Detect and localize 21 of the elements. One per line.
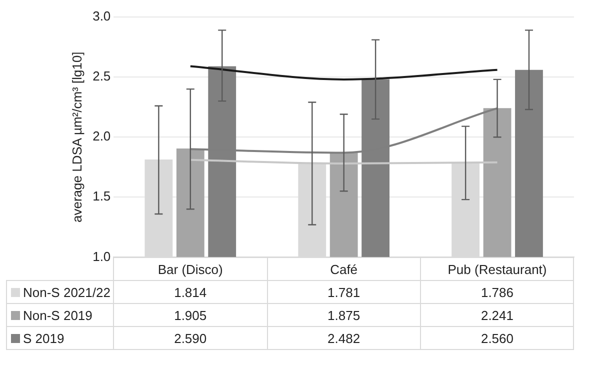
legend-label: Non-S 2021/22	[6, 280, 114, 304]
y-tick-label: 1.5	[92, 188, 111, 204]
y-tick-label: 2.0	[92, 128, 111, 144]
y-tick-label: 3.0	[92, 8, 111, 24]
data-label: 1.814	[114, 280, 268, 304]
data-label: 1.905	[114, 304, 268, 327]
data-label: 1.781	[267, 280, 421, 304]
y-tick-label: 2.5	[92, 68, 111, 84]
data-label: 1.875	[267, 304, 421, 327]
data-label: 1.786	[420, 280, 574, 304]
data-label: 2.590	[114, 326, 268, 350]
x-tick-label: Pub (Restaurant)	[420, 258, 574, 281]
y-tick-label: 1.0	[92, 248, 111, 264]
legend-label: Non-S 2019	[6, 304, 114, 327]
x-tick-label: Bar (Disco)	[114, 258, 268, 281]
data-label: 2.482	[267, 326, 421, 350]
legend-label: S 2019	[6, 326, 114, 350]
data-label: 2.241	[420, 304, 574, 327]
data-label: 2.560	[420, 326, 574, 350]
y-axis-title: average LDSA µm²/cm³ [lg10]	[69, 52, 84, 222]
x-tick-label: Café	[267, 258, 421, 281]
